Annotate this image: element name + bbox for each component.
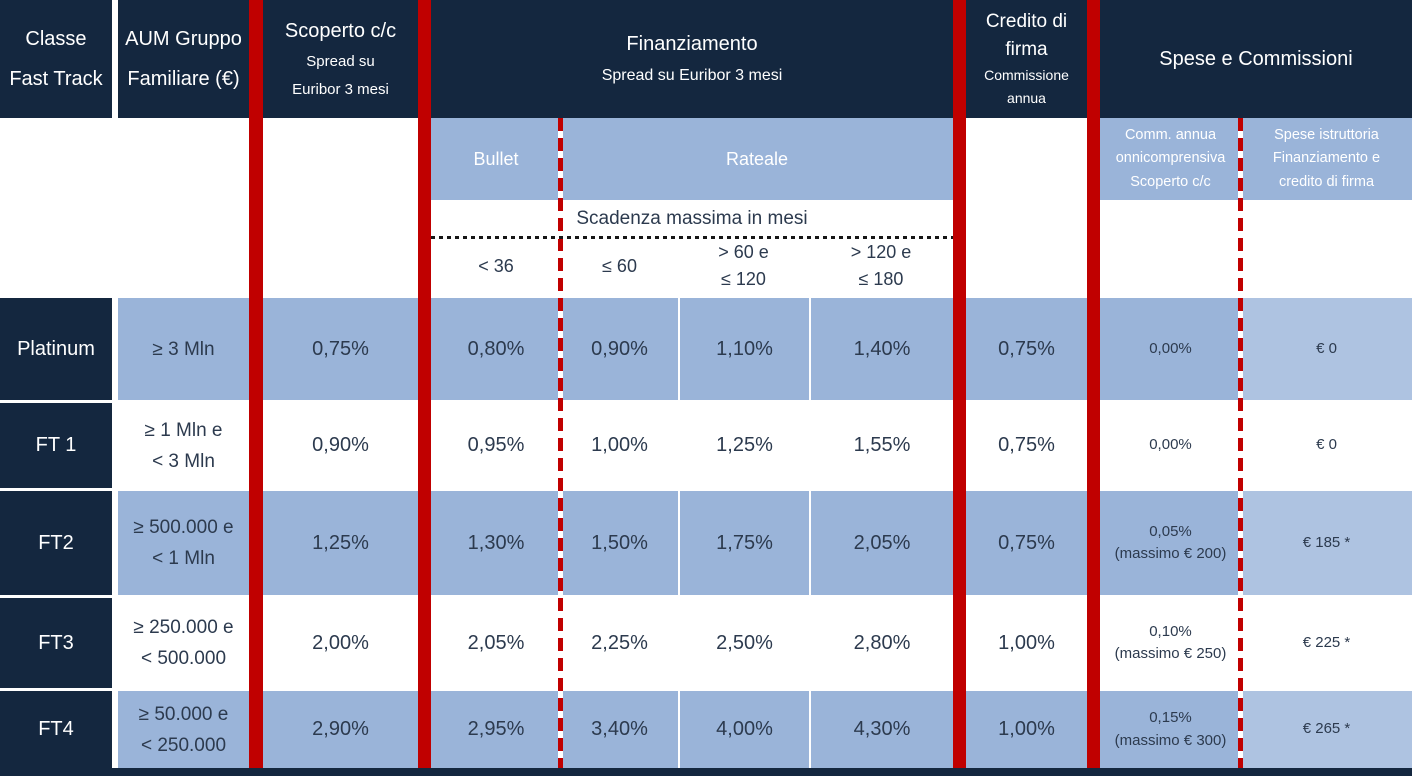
subheader-rateale: Rateale: [561, 118, 953, 200]
red-divider-bar: [249, 0, 263, 768]
bottom-border-strip: [0, 768, 1412, 776]
subheader-bullet: Bullet: [431, 118, 561, 200]
dotted-line-scadenza: [431, 236, 953, 239]
maturity-lt-36: < 36: [478, 255, 514, 276]
ft2-rateale-120-cell: 1,75%: [678, 491, 809, 595]
ft4-scoperto-cell: 2,90%: [263, 691, 418, 768]
ft3-rateale-60-cell: 2,25%: [591, 631, 648, 654]
header-classe-fast-track: Classe Fast Track: [0, 0, 112, 118]
platinum-rateale-120-cell: 1,10%: [678, 298, 809, 400]
dashed-divider-comm-spese: [1238, 118, 1243, 768]
red-divider-bar: [418, 0, 431, 768]
ft2-rateale-60-cell: 1,50%: [561, 491, 678, 595]
ft4-aum-cell: ≥ 50.000 e < 250.000: [118, 691, 249, 768]
dashed-divider-bullet-rateale: [558, 118, 563, 768]
ft1-class-cell: FT 1: [0, 403, 112, 488]
ft3-credito-cell: 1,00%: [998, 631, 1055, 654]
platinum-rateale-60-cell: 0,90%: [561, 298, 678, 400]
maturity-60-120: > 60 e ≤ 120: [718, 242, 769, 289]
ft2-scoperto-cell: 1,25%: [263, 491, 418, 595]
platinum-comm-cell: 0,00%: [1100, 298, 1241, 400]
ft2-spese-cell: € 185 *: [1241, 491, 1412, 595]
scadenza-massima-label: Scadenza massima in mesi: [576, 208, 808, 229]
ft3-spese-cell: € 225 *: [1302, 633, 1351, 651]
ft2-rateale-180-cell: 2,05%: [809, 491, 953, 595]
ft1-spese-cell: € 0: [1316, 436, 1337, 454]
header-spese-e-commissioni: Spese e Commissioni: [1100, 0, 1412, 118]
platinum-bullet-cell: 0,80%: [431, 298, 561, 400]
ft4-comm-cell: 0,15% (massimo € 300): [1100, 691, 1241, 768]
platinum-rateale-180-cell: 1,40%: [809, 298, 953, 400]
maturity-120-180: > 120 e ≤ 180: [850, 242, 912, 289]
ft2-aum-cell: ≥ 500.000 e < 1 Mln: [118, 491, 249, 595]
ft1-rateale-60-cell: 1,00%: [591, 434, 648, 456]
platinum-credito-cell: 0,75%: [966, 298, 1087, 400]
red-divider-bar: [1087, 0, 1100, 768]
red-divider-bar: [953, 0, 966, 768]
ft3-aum-cell: ≥ 250.000 e < 500.000: [133, 617, 234, 669]
platinum-class-cell: Platinum: [0, 298, 112, 400]
ft4-spese-cell: € 265 *: [1241, 691, 1412, 768]
ft1-credito-cell: 0,75%: [998, 434, 1055, 456]
header-credito-di-firma: Credito di firma Commissione annua: [966, 0, 1087, 118]
ft2-credito-cell: 0,75%: [966, 491, 1087, 595]
header-aum-gruppo-familiare: AUM Gruppo Familiare (€): [118, 0, 249, 118]
ft3-comm-cell: 0,10% (massimo € 250): [1114, 622, 1227, 663]
platinum-scoperto-cell: 0,75%: [263, 298, 418, 400]
platinum-spese-cell: € 0: [1241, 298, 1412, 400]
ft1-aum-cell: ≥ 1 Mln e < 3 Mln: [144, 419, 223, 472]
ft3-rateale-180-cell: 2,80%: [809, 598, 953, 688]
ft1-rateale-120-cell: 1,25%: [678, 403, 809, 488]
ft1-scoperto-cell: 0,90%: [312, 434, 369, 456]
ft1-bullet-cell: 0,95%: [467, 434, 525, 456]
header-scoperto-cc: Scoperto c/c Spread su Euribor 3 mesi: [263, 0, 418, 118]
maturity-le-60: ≤ 60: [602, 255, 637, 276]
ft4-rateale-60-cell: 3,40%: [561, 691, 678, 768]
ft4-rateale-120-cell: 4,00%: [678, 691, 809, 768]
ft2-bullet-cell: 1,30%: [431, 491, 561, 595]
ft2-comm-cell: 0,05% (massimo € 200): [1100, 491, 1241, 595]
ft3-rateale-120-cell: 2,50%: [678, 598, 809, 688]
subheader-spese-istruttoria: Spese istruttoria Finanziamento e credit…: [1241, 118, 1412, 200]
platinum-aum-cell: ≥ 3 Mln: [118, 298, 249, 400]
ft4-class-cell: FT4: [0, 691, 112, 768]
subheader-comm-annua-scoperto: Comm. annua onnicomprensiva Scoperto c/c: [1100, 118, 1241, 200]
ft3-class-cell: FT3: [0, 598, 112, 688]
ft4-rateale-180-cell: 4,30%: [809, 691, 953, 768]
ft1-comm-cell: 0,00%: [1149, 436, 1192, 454]
ft4-credito-cell: 1,00%: [966, 691, 1087, 768]
ft3-bullet-cell: 2,05%: [467, 631, 525, 654]
ft2-class-cell: FT2: [0, 491, 112, 595]
ft4-bullet-cell: 2,95%: [431, 691, 561, 768]
ft1-rateale-180-cell: 1,55%: [809, 403, 953, 488]
ft3-scoperto-cell: 2,00%: [312, 631, 369, 654]
header-finanziamento: Finanziamento Spread su Euribor 3 mesi: [431, 0, 953, 118]
